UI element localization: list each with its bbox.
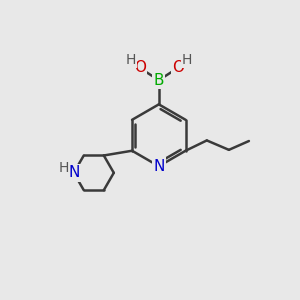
Text: N: N — [153, 159, 164, 174]
Text: H: H — [58, 160, 69, 175]
Text: H: H — [182, 52, 192, 67]
Text: B: B — [154, 73, 164, 88]
Text: O: O — [172, 60, 184, 75]
Text: H: H — [126, 52, 136, 67]
Text: O: O — [134, 60, 146, 75]
Text: N: N — [68, 165, 80, 180]
